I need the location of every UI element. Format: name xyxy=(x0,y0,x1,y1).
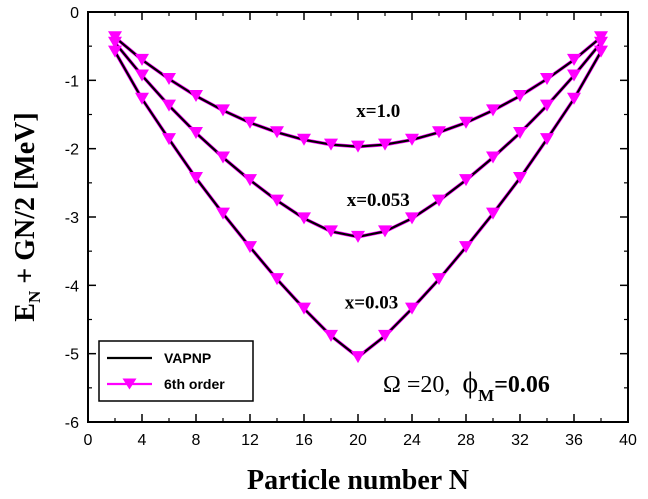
omega-value: Ω =20, xyxy=(383,372,450,398)
series-0-marker xyxy=(459,116,473,129)
series-1-marker xyxy=(324,225,338,238)
phi-subscript: M xyxy=(478,386,494,405)
series-1-marker xyxy=(108,36,122,49)
series-0-marker xyxy=(513,90,527,103)
series-0-vapnp-line xyxy=(114,36,602,148)
y-axis-title-main: E xyxy=(10,303,41,322)
series-1-marker xyxy=(594,36,608,49)
series-2-marker xyxy=(459,241,473,254)
series-2-marker xyxy=(432,273,446,286)
series-0-marker xyxy=(324,138,338,151)
series-2-marker xyxy=(486,207,500,220)
series-0-marker xyxy=(216,104,230,117)
series-1-marker xyxy=(351,230,365,243)
x-tick-label: 8 xyxy=(192,432,201,449)
annotations: x=1.0 x=0.053 x=0.03 xyxy=(345,101,410,313)
y-tick-label: 0 xyxy=(70,5,79,22)
series-0-marker xyxy=(270,126,284,139)
curve-label: x=0.03 xyxy=(345,292,399,313)
x-tick-label: 40 xyxy=(619,432,637,449)
series-1-marker xyxy=(486,151,500,164)
x-tick-label: 36 xyxy=(565,432,583,449)
svg-text:Ω =20,ϕM=0.06: Ω =20, ϕM=0.06 xyxy=(383,366,550,405)
series-0-marker xyxy=(567,53,581,66)
legend-line-label: VAPNP xyxy=(164,350,211,366)
curve-label: x=0.053 xyxy=(347,190,410,211)
ticks-layer: 0 4 8 12 16 20 24 28 32 36 40 0 -1 -2 -3 -4 -5 -6 xyxy=(65,5,637,449)
series-2-marker xyxy=(108,45,122,58)
series-1-marker xyxy=(243,174,257,187)
series-0-marker xyxy=(297,133,311,146)
series-1-marker xyxy=(432,194,446,207)
series-2-marker xyxy=(189,172,203,185)
series-1-marker xyxy=(162,99,176,112)
series-2-marker xyxy=(324,329,338,342)
y-tick-label: -2 xyxy=(65,142,79,159)
plot-layer xyxy=(108,31,608,364)
series-2-marker xyxy=(513,172,527,185)
series-2-marker xyxy=(378,329,392,342)
series-1-marker xyxy=(270,194,284,207)
series-0-marker xyxy=(405,133,419,146)
series-0-marker xyxy=(540,72,554,85)
phi-symbol: ϕ xyxy=(462,366,478,399)
x-tick-label: 28 xyxy=(457,432,475,449)
series-1-marker xyxy=(189,126,203,139)
series-2-marker xyxy=(594,45,608,58)
series-1-marker xyxy=(297,212,311,225)
series-1-marker xyxy=(513,126,527,139)
series-0-marker xyxy=(189,90,203,103)
series-0-marker xyxy=(432,126,446,139)
series-1-marker xyxy=(378,225,392,238)
y-tick-label: -3 xyxy=(65,210,79,227)
x-tick-label: 32 xyxy=(511,432,529,449)
series-2-marker xyxy=(351,351,365,364)
curve-label: x=1.0 xyxy=(356,101,400,122)
series-1-marker xyxy=(567,69,581,82)
series-0-marker xyxy=(135,53,149,66)
y-axis-title: EN + GN/2 [MeV] xyxy=(10,112,44,321)
x-tick-label: 20 xyxy=(349,432,367,449)
y-axis-title-subscript: N xyxy=(25,290,44,303)
y-tick-label: -5 xyxy=(65,347,79,364)
series-2-marker xyxy=(297,302,311,315)
series-1-marker xyxy=(540,99,554,112)
phi-value: =0.06 xyxy=(494,372,550,398)
series-2-marker xyxy=(405,302,419,315)
series-2-marker xyxy=(270,273,284,286)
series-2-marker xyxy=(135,92,149,105)
series-1-marker xyxy=(216,151,230,164)
y-tick-label: -1 xyxy=(65,73,79,90)
series-0-marker xyxy=(378,138,392,151)
series-0-marker xyxy=(162,72,176,85)
legend-marker-sample xyxy=(122,378,137,390)
x-axis-title: Particle number N xyxy=(247,465,469,496)
series-2-marker xyxy=(540,133,554,146)
legend: VAPNP 6th order xyxy=(98,340,254,402)
legend-box xyxy=(98,340,254,402)
series-0-marker xyxy=(351,140,365,153)
y-tick-label: -4 xyxy=(65,278,79,295)
series-1-marker xyxy=(405,212,419,225)
legend-marker-label: 6th order xyxy=(164,376,225,392)
y-tick-label: -6 xyxy=(65,415,79,432)
series-2-marker xyxy=(162,133,176,146)
parameter-label: Ω =20, ϕM=0.06 xyxy=(383,366,550,405)
x-tick-label: 0 xyxy=(84,432,93,449)
series-2-marker xyxy=(216,207,230,220)
series-2-marker xyxy=(567,92,581,105)
y-axis-title-rest: + GN/2 [MeV] xyxy=(10,112,41,290)
series-1-marker xyxy=(135,69,149,82)
x-tick-label: 16 xyxy=(295,432,313,449)
x-tick-label: 4 xyxy=(138,432,147,449)
series-0-marker xyxy=(486,104,500,117)
series-1-marker xyxy=(459,174,473,187)
x-tick-label: 24 xyxy=(403,432,421,449)
x-tick-label: 12 xyxy=(241,432,259,449)
series-0-marker xyxy=(243,116,257,129)
series-2-marker xyxy=(243,241,257,254)
